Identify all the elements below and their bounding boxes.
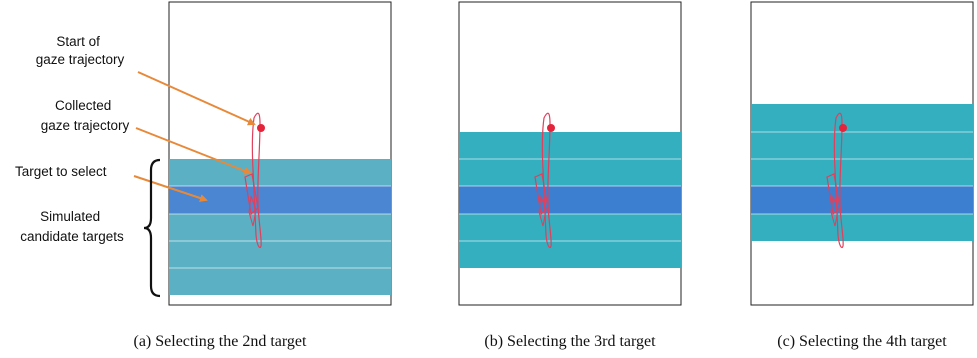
panel-a-selected-target (169, 186, 391, 214)
candidates-bracket (143, 158, 161, 298)
caption-b: (b) Selecting the 3rd target (484, 333, 656, 350)
panel-a-candidate-rows (169, 159, 391, 295)
arrow-collected-gaze (135, 127, 252, 175)
panel-b-selected-target (459, 186, 681, 214)
panel-a (168, 1, 392, 306)
label-target-to-select: Target to select (15, 164, 107, 179)
gaze-start-dot (839, 124, 847, 132)
panel-c-candidate-rows (751, 104, 973, 241)
arrow-target-to-select (133, 175, 208, 202)
panel-c-selected-target (751, 186, 973, 214)
panel-c (750, 1, 974, 306)
arrow-start-of-gaze (137, 71, 256, 126)
panel-b (458, 1, 682, 306)
label-start-of-gaze: Start of gaze trajectory (36, 34, 125, 67)
label-collected-gaze: Collected gaze trajectory (41, 98, 130, 133)
caption-a: (a) Selecting the 2nd target (134, 333, 308, 350)
gaze-start-dot (547, 124, 555, 132)
label-simulated-candidates: Simulated candidate targets (20, 209, 124, 244)
gaze-start-dot (257, 124, 265, 132)
caption-c: (c) Selecting the 4th target (777, 333, 947, 350)
